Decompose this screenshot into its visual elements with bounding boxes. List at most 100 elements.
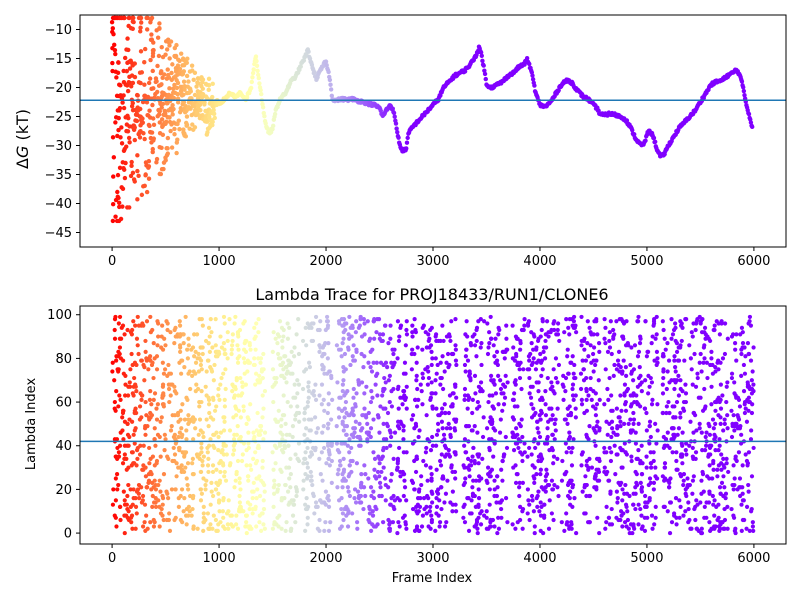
lambda-point xyxy=(720,520,725,525)
lambda-point xyxy=(620,498,625,503)
lambda-point xyxy=(543,402,548,407)
lambda-point xyxy=(749,378,754,383)
lambda-point xyxy=(465,358,471,363)
lambda-point xyxy=(607,445,612,451)
lambda-point xyxy=(326,402,331,407)
delta-g-point xyxy=(126,80,131,85)
lambda-point xyxy=(288,456,293,461)
lambda-point xyxy=(304,496,309,501)
lambda-point xyxy=(404,327,409,333)
lambda-point xyxy=(339,506,344,512)
lambda-point xyxy=(477,478,482,483)
lambda-point xyxy=(552,482,557,488)
lambda-point xyxy=(203,482,208,488)
lambda-point xyxy=(627,493,632,499)
lambda-point xyxy=(430,443,435,448)
lambda-point xyxy=(141,362,146,368)
lambda-point xyxy=(200,430,205,435)
lambda-point xyxy=(654,476,659,481)
lambda-point xyxy=(139,485,144,490)
lambda-point xyxy=(217,509,222,514)
lambda-point xyxy=(209,369,215,374)
lambda-point xyxy=(345,506,350,512)
lambda-point xyxy=(722,417,727,422)
lambda-point xyxy=(613,472,618,477)
lambda-point xyxy=(348,325,353,330)
lambda-point xyxy=(329,458,334,464)
lambda-point xyxy=(169,487,175,492)
lambda-point xyxy=(350,458,355,464)
lambda-point xyxy=(136,323,142,328)
lambda-point xyxy=(615,358,621,363)
lambda-point xyxy=(628,362,633,368)
lambda-point xyxy=(142,426,148,431)
delta-g-point xyxy=(395,129,400,135)
delta-g-point xyxy=(119,125,124,130)
lambda-point xyxy=(133,323,138,328)
lambda-point xyxy=(217,461,222,466)
lambda-point xyxy=(302,432,307,437)
delta-g-point xyxy=(210,103,215,109)
lambda-point xyxy=(136,351,141,357)
lambda-point xyxy=(353,500,359,505)
lambda-point xyxy=(564,469,569,475)
lambda-point xyxy=(402,360,408,365)
lambda-point xyxy=(636,314,641,320)
lambda-point xyxy=(312,393,317,398)
lambda-point xyxy=(578,371,584,376)
lambda-point xyxy=(669,336,674,341)
lambda-point xyxy=(699,369,704,374)
delta-g-point xyxy=(184,122,190,128)
lambda-point xyxy=(303,367,309,372)
lambda-point xyxy=(653,465,658,470)
delta-g-point xyxy=(211,108,216,113)
lambda-point xyxy=(718,382,723,387)
delta-g-point xyxy=(134,92,140,98)
delta-g-point xyxy=(172,82,177,88)
lambda-point xyxy=(449,404,454,409)
delta-g-point xyxy=(174,140,180,145)
delta-g-point xyxy=(155,63,160,69)
delta-g-point xyxy=(184,114,190,119)
lambda-point xyxy=(131,319,136,324)
lambda-point xyxy=(496,373,501,378)
lambda-point xyxy=(112,406,117,411)
lambda-point xyxy=(614,452,619,457)
lambda-point xyxy=(161,391,166,396)
delta-g-point xyxy=(159,167,165,172)
delta-g-point xyxy=(111,174,116,179)
lambda-point xyxy=(285,321,290,326)
lambda-point xyxy=(683,509,688,514)
lambda-point xyxy=(718,415,723,420)
lambda-point xyxy=(386,378,391,383)
lambda-point xyxy=(326,504,332,509)
lambda-point xyxy=(165,454,170,459)
lambda-point xyxy=(740,517,746,523)
delta-g-point xyxy=(167,86,172,91)
lambda-point xyxy=(545,441,550,446)
delta-g-point xyxy=(110,60,115,66)
lambda-point xyxy=(615,426,620,431)
lambda-point xyxy=(143,338,148,344)
delta-g-point xyxy=(150,53,156,59)
lambda-point xyxy=(526,319,531,324)
lambda-point xyxy=(552,437,557,442)
delta-g-point xyxy=(164,119,169,125)
lambda-point xyxy=(515,360,520,365)
lambda-point xyxy=(253,461,258,466)
lambda-point xyxy=(495,485,500,490)
lambda-point xyxy=(499,467,504,472)
lambda-point xyxy=(493,360,498,365)
lambda-point xyxy=(234,432,239,437)
delta-g-point xyxy=(392,114,397,119)
lambda-point xyxy=(153,487,159,492)
lambda-point xyxy=(688,526,693,531)
lambda-point xyxy=(751,345,756,350)
delta-g-point xyxy=(556,88,561,93)
lambda-point xyxy=(447,393,453,398)
lambda-point xyxy=(147,445,152,451)
lambda-point xyxy=(612,443,617,448)
lambda-point xyxy=(143,432,148,437)
lambda-point xyxy=(434,504,440,509)
lambda-point xyxy=(489,421,495,427)
